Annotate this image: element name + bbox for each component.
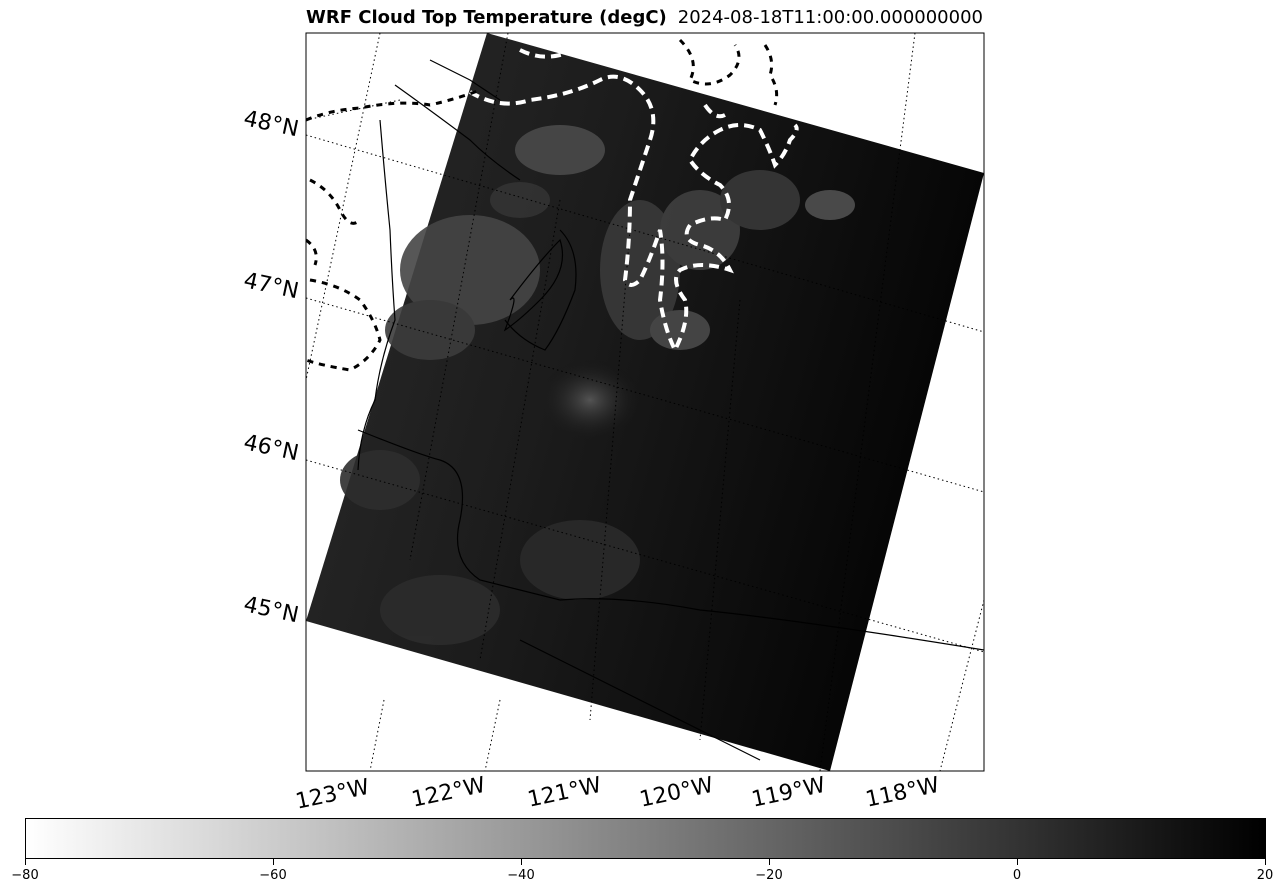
colorbar-tick — [1265, 859, 1266, 865]
colorbar-tick — [769, 859, 770, 865]
cloud-contour-white — [468, 34, 799, 355]
colorbar-tick — [1017, 859, 1018, 865]
graticule — [306, 33, 984, 771]
colorbar-tick-label: −60 — [259, 868, 287, 883]
terrain-contour-dashed — [306, 38, 779, 372]
colorbar-tick-label: −40 — [507, 868, 535, 883]
coastlines — [357, 59, 984, 761]
colorbar-tick — [273, 859, 274, 865]
colorbar-tick-label: −80 — [11, 868, 39, 883]
colorbar — [25, 818, 1266, 859]
map-timestamp: 2024-08-18T11:00:00.000000000 — [677, 7, 983, 28]
colorbar-tick-label: −20 — [755, 868, 783, 883]
colorbar-tick — [521, 859, 522, 865]
map-title: WRF Cloud Top Temperature (degC) — [306, 7, 667, 28]
colorbar-tick-label: 0 — [1012, 868, 1022, 883]
colorbar-tick — [25, 859, 26, 865]
colorbar-tick-label: 20 — [1256, 868, 1274, 883]
map-axes-frame — [305, 32, 985, 772]
cloud-patches — [340, 125, 855, 645]
